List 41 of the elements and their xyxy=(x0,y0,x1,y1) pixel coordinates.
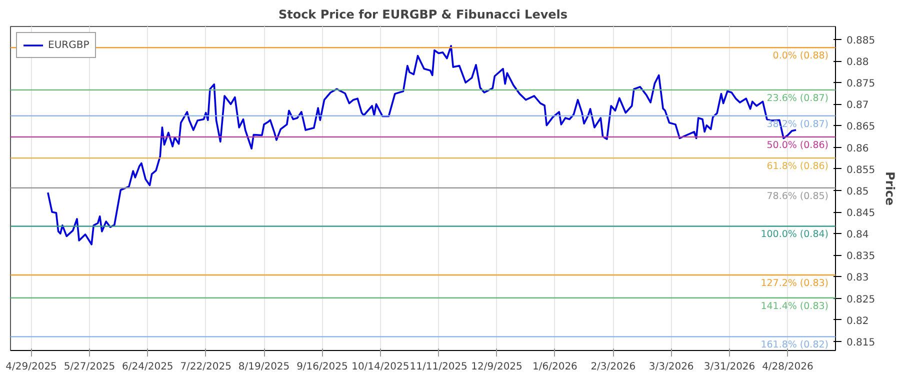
x-tick-label: 4/29/2025 xyxy=(6,362,57,372)
ref-line-label: 0.0% (0.88) xyxy=(772,50,829,62)
ref-line-label: 161.8% (0.82) xyxy=(760,340,829,351)
y-tick-label: 0.875 xyxy=(846,78,876,90)
y-tick-label: 0.83 xyxy=(846,272,869,284)
y-tick-label: 0.835 xyxy=(846,251,876,262)
y-tick-label: 0.845 xyxy=(846,208,876,220)
y-tick-label: 0.87 xyxy=(846,100,869,112)
x-tick-label: 8/19/2025 xyxy=(238,362,290,372)
legend-label: EURGBP xyxy=(48,39,90,51)
x-tick-label: 11/11/2025 xyxy=(410,362,468,372)
y-tick-label: 0.885 xyxy=(846,35,876,46)
ref-line-label: 50.0% (0.86) xyxy=(766,140,828,151)
ref-line-label: 61.8% (0.86) xyxy=(766,161,828,172)
y-tick-label: 0.815 xyxy=(846,337,876,348)
x-tick-label: 2/3/2026 xyxy=(590,362,636,372)
y-axis-title: Price xyxy=(883,171,898,206)
x-tick-label: 4/28/2026 xyxy=(762,362,814,372)
y-tick-label: 0.88 xyxy=(846,57,869,68)
ref-line-label: 127.2% (0.83) xyxy=(760,278,829,289)
x-tick-label: 10/14/2025 xyxy=(352,362,410,372)
y-tick-label: 0.855 xyxy=(846,164,876,176)
ref-line-label: 78.6% (0.85) xyxy=(766,190,828,202)
x-tick-label: 1/6/2026 xyxy=(532,362,578,372)
ref-line-label: 141.4% (0.83) xyxy=(760,300,829,312)
chart-title: Stock Price for EURGBP & Fibunacci Levels xyxy=(278,8,568,22)
ref-line-label: 23.6% (0.87) xyxy=(766,92,828,104)
y-tick-label: 0.84 xyxy=(846,230,869,241)
y-tick-label: 0.85 xyxy=(846,186,869,198)
x-tick-label: 3/31/2026 xyxy=(704,362,756,372)
y-tick-label: 0.865 xyxy=(846,122,876,133)
y-tick-label: 0.825 xyxy=(846,294,876,306)
x-tick-label: 3/3/2026 xyxy=(648,362,694,372)
x-tick-label: 7/22/2025 xyxy=(180,362,232,372)
x-tick-label: 5/27/2025 xyxy=(64,362,116,372)
x-tick-label: 6/24/2025 xyxy=(122,362,174,372)
y-tick-label: 0.86 xyxy=(846,143,869,154)
x-tick-label: 12/9/2025 xyxy=(471,362,522,372)
x-tick-label: 9/16/2025 xyxy=(296,362,348,372)
ref-line-label: 100.0% (0.84) xyxy=(760,229,829,240)
y-tick-label: 0.82 xyxy=(846,316,869,327)
